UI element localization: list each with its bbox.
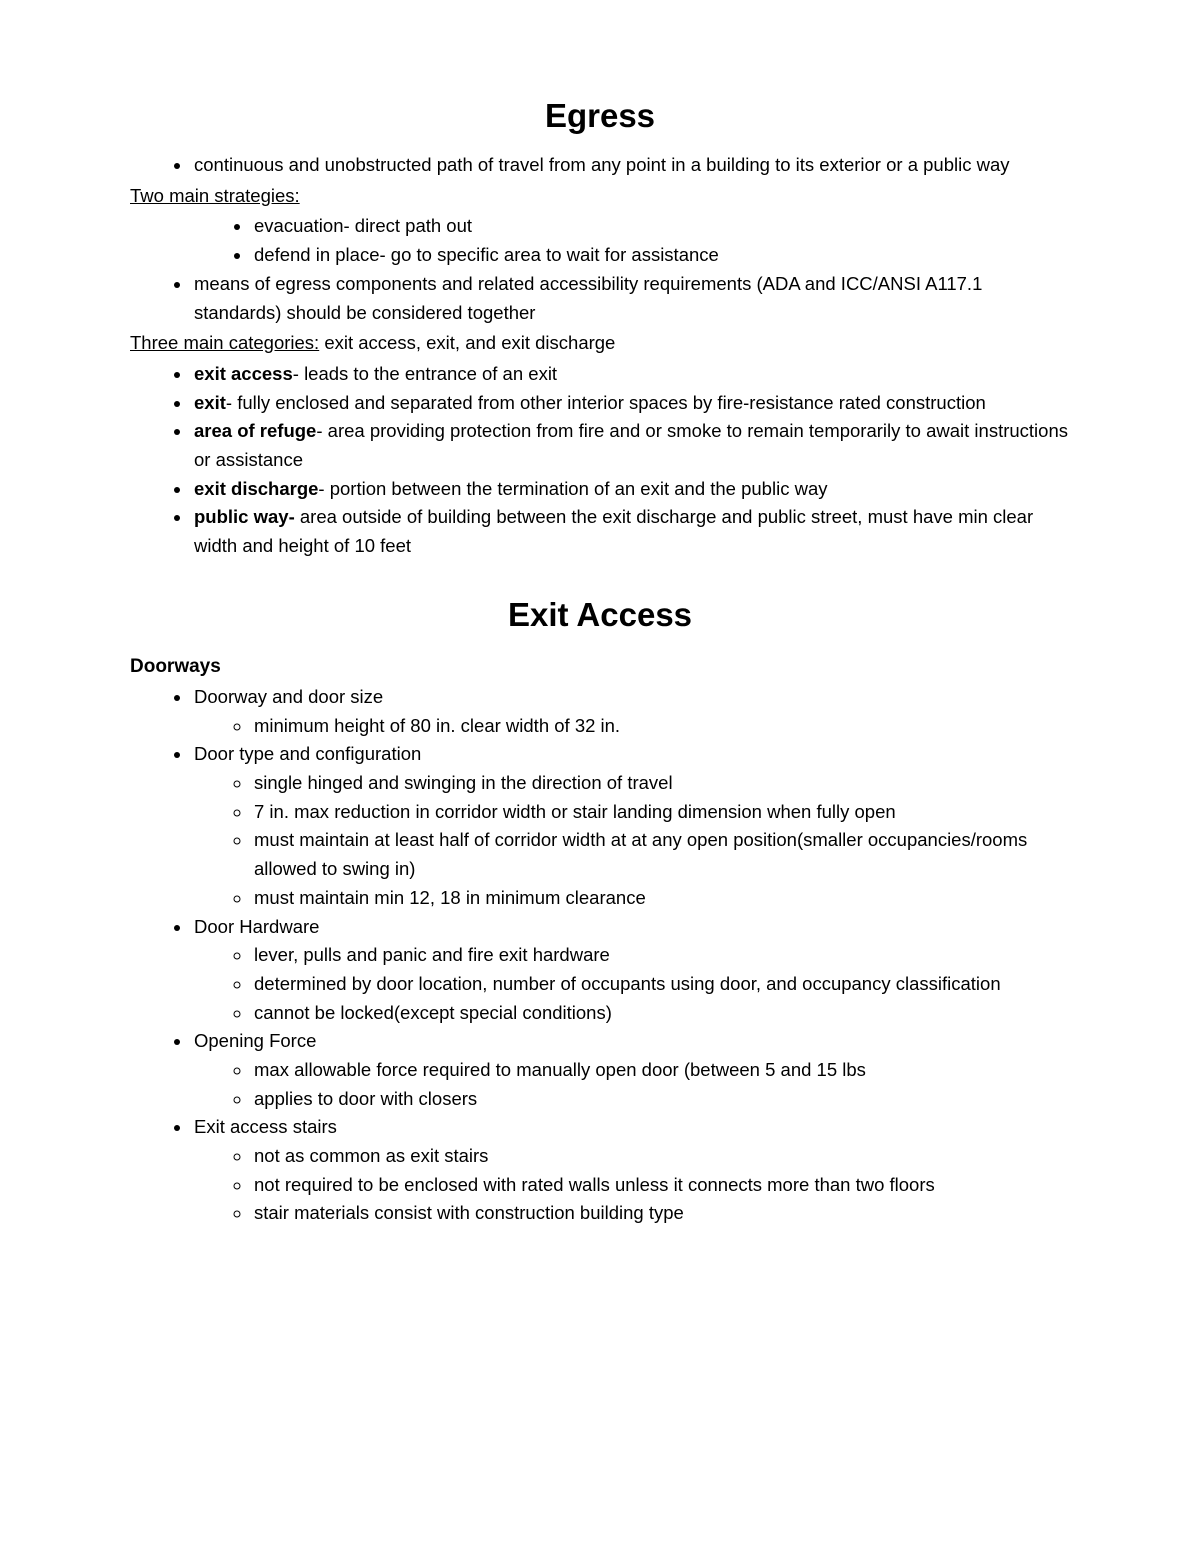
doorways-item-1: Door type and configuration (130, 740, 1070, 769)
strategies-list: evacuation- direct path out defend in pl… (130, 212, 1070, 269)
categories-label: Three main categories: (130, 332, 319, 353)
page-title-egress: Egress (130, 90, 1070, 141)
list-item: exit access- leads to the entrance of an… (192, 360, 1070, 389)
list-item: Opening Force (192, 1027, 1070, 1056)
list-item: means of egress components and related a… (192, 270, 1070, 327)
categories-tail: exit access, exit, and exit discharge (319, 332, 615, 353)
egress-accessibility-list: means of egress components and related a… (130, 270, 1070, 327)
list-item: not required to be enclosed with rated w… (252, 1171, 1070, 1200)
list-item: determined by door location, number of o… (252, 970, 1070, 999)
list-item: exit- fully enclosed and separated from … (192, 389, 1070, 418)
list-item: lever, pulls and panic and fire exit har… (252, 941, 1070, 970)
doorways-heading: Doorways (130, 652, 1070, 681)
list-item: single hinged and swinging in the direct… (252, 769, 1070, 798)
def-text: area outside of building between the exi… (194, 506, 1033, 556)
def-term: exit (194, 392, 226, 413)
categories-defs-list: exit access- leads to the entrance of an… (130, 360, 1070, 561)
list-item: must maintain min 12, 18 in minimum clea… (252, 884, 1070, 913)
doorways-item-2-subs: lever, pulls and panic and fire exit har… (130, 941, 1070, 1027)
list-item: stair materials consist with constructio… (252, 1199, 1070, 1228)
list-item: Door type and configuration (192, 740, 1070, 769)
categories-label-line: Three main categories: exit access, exit… (130, 329, 1070, 358)
def-term: area of refuge (194, 420, 316, 441)
list-item: not as common as exit stairs (252, 1142, 1070, 1171)
list-item: Doorway and door size (192, 683, 1070, 712)
doorways-item-0-subs: minimum height of 80 in. clear width of … (130, 712, 1070, 741)
doorways-item-2: Door Hardware (130, 913, 1070, 942)
list-item: 7 in. max reduction in corridor width or… (252, 798, 1070, 827)
def-text: - area providing protection from fire an… (194, 420, 1068, 470)
page-title-exit-access: Exit Access (130, 589, 1070, 640)
list-item: minimum height of 80 in. clear width of … (252, 712, 1070, 741)
def-term: public way- (194, 506, 300, 527)
list-item: public way- area outside of building bet… (192, 503, 1070, 560)
doorways-item-3-subs: max allowable force required to manually… (130, 1056, 1070, 1113)
def-text: - fully enclosed and separated from othe… (226, 392, 986, 413)
def-text: - leads to the entrance of an exit (293, 363, 557, 384)
list-item: Exit access stairs (192, 1113, 1070, 1142)
list-item: evacuation- direct path out (252, 212, 1070, 241)
def-term: exit access (194, 363, 293, 384)
list-item: cannot be locked(except special conditio… (252, 999, 1070, 1028)
strategies-label: Two main strategies: (130, 182, 1070, 211)
list-item: exit discharge- portion between the term… (192, 475, 1070, 504)
def-text: - portion between the termination of an … (318, 478, 827, 499)
def-term: exit discharge (194, 478, 318, 499)
list-item: area of refuge- area providing protectio… (192, 417, 1070, 474)
egress-intro-list: continuous and unobstructed path of trav… (130, 151, 1070, 180)
list-item: applies to door with closers (252, 1085, 1070, 1114)
doorways-item-1-subs: single hinged and swinging in the direct… (130, 769, 1070, 912)
list-item: must maintain at least half of corridor … (252, 826, 1070, 883)
list-item: defend in place- go to specific area to … (252, 241, 1070, 270)
doorways-item-3: Opening Force (130, 1027, 1070, 1056)
list-item: max allowable force required to manually… (252, 1056, 1070, 1085)
doorways-item-4-subs: not as common as exit stairs not require… (130, 1142, 1070, 1228)
strategies-label-text: Two main strategies: (130, 185, 300, 206)
doorways-item-0: Doorway and door size (130, 683, 1070, 712)
doorways-item-4: Exit access stairs (130, 1113, 1070, 1142)
list-item: Door Hardware (192, 913, 1070, 942)
list-item: continuous and unobstructed path of trav… (192, 151, 1070, 180)
